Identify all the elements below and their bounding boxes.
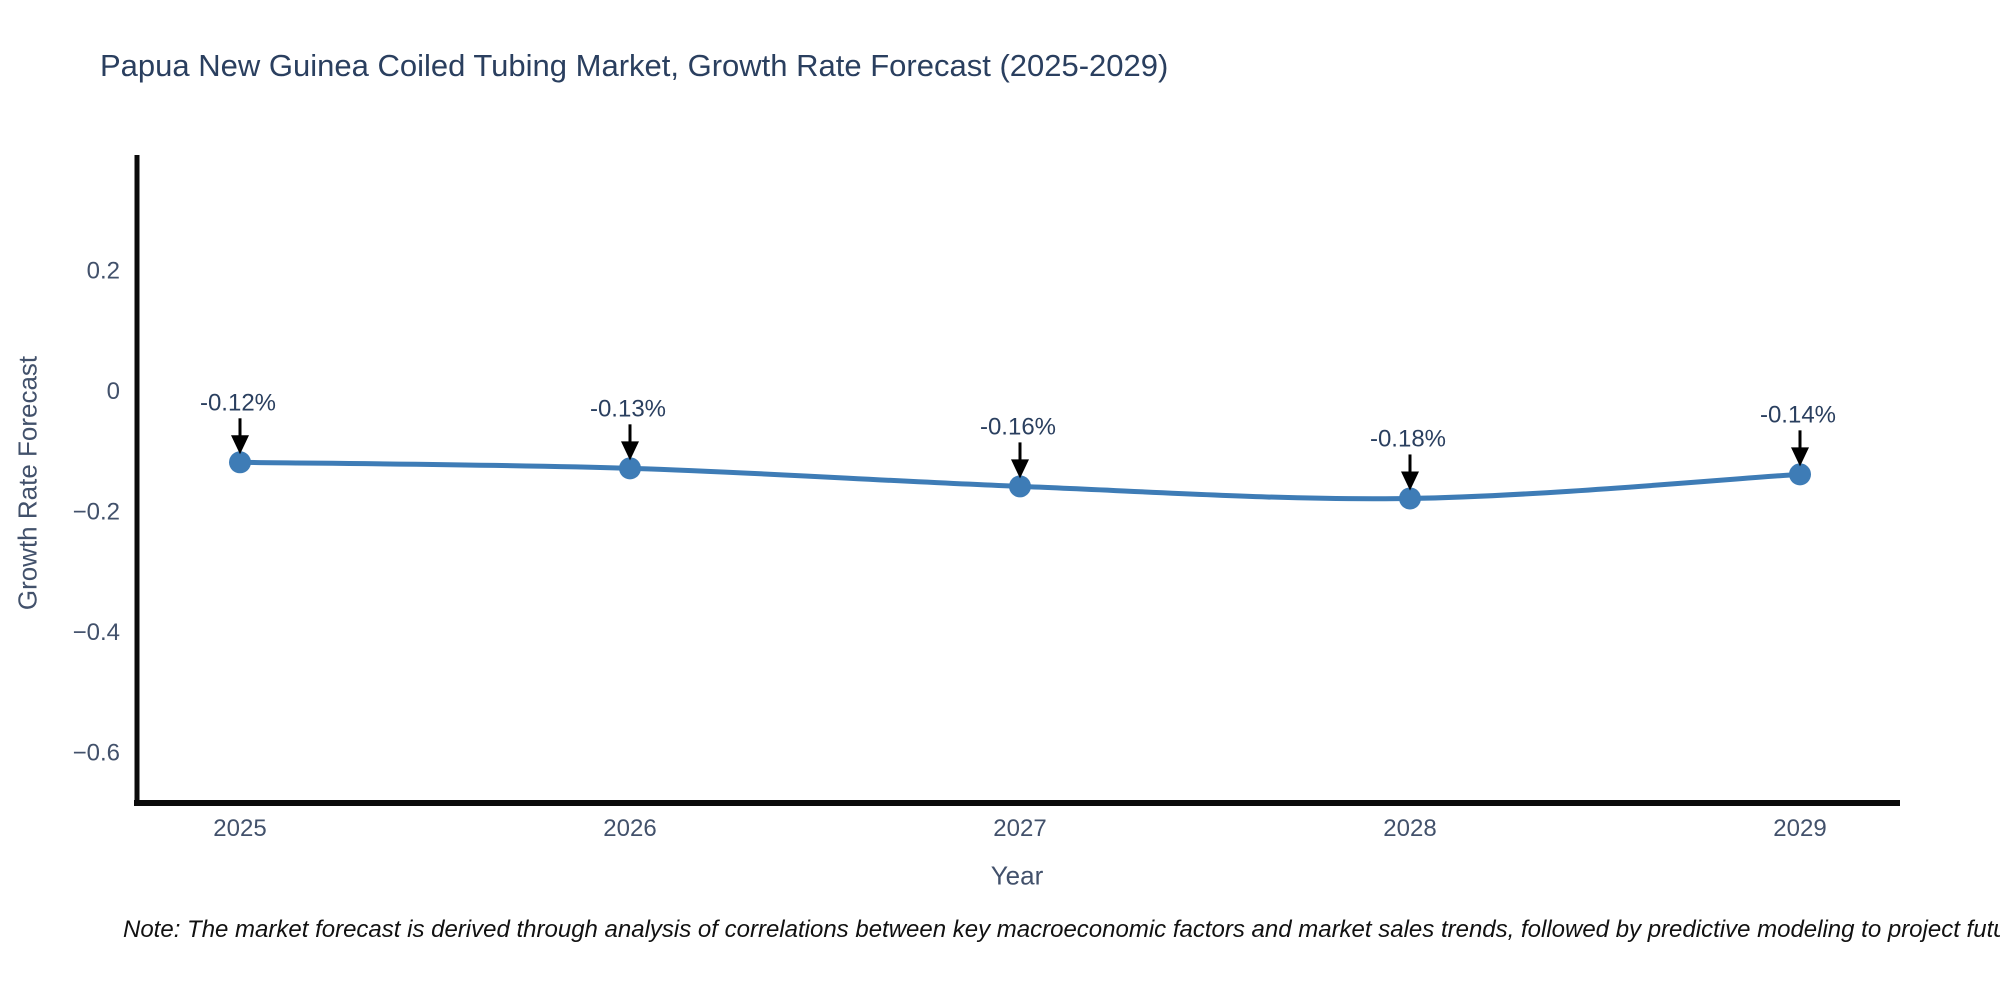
data-point-marker[interactable] (1399, 487, 1421, 510)
y-axis-title: Growth Rate Forecast (12, 355, 43, 611)
annotation-arrowhead (1401, 471, 1419, 491)
data-point-marker[interactable] (1789, 463, 1811, 486)
footnote: Note: The market forecast is derived thr… (123, 916, 2000, 943)
annotation-arrowhead (231, 435, 249, 455)
data-point-annotation: -0.18% (1370, 425, 1446, 452)
data-point-marker[interactable] (619, 457, 641, 480)
chart-title: Papua New Guinea Coiled Tubing Market, G… (100, 48, 1169, 83)
data-point-annotation: -0.14% (1760, 401, 1836, 428)
y-tick-label: 0 (107, 378, 120, 405)
data-point-annotation: -0.13% (590, 395, 666, 422)
x-tick-label: 2029 (1773, 815, 1826, 842)
x-tick-label: 2026 (603, 815, 656, 842)
annotation-arrowhead (621, 441, 639, 461)
y-tick-label: −0.6 (73, 740, 120, 767)
annotation-arrowhead (1011, 459, 1029, 479)
y-tick-label: −0.2 (73, 499, 120, 526)
x-tick-label: 2027 (993, 815, 1046, 842)
data-point-annotation: -0.12% (200, 389, 276, 416)
y-tick-label: 0.2 (87, 258, 120, 285)
x-axis-title: Year (990, 860, 1044, 891)
y-tick-label: −0.4 (73, 619, 120, 646)
x-tick-label: 2025 (213, 815, 266, 842)
data-point-annotation: -0.16% (980, 413, 1056, 440)
data-point-marker[interactable] (229, 451, 251, 474)
annotation-arrowhead (1791, 447, 1809, 467)
data-point-marker[interactable] (1009, 475, 1031, 498)
x-tick-label: 2028 (1383, 815, 1436, 842)
